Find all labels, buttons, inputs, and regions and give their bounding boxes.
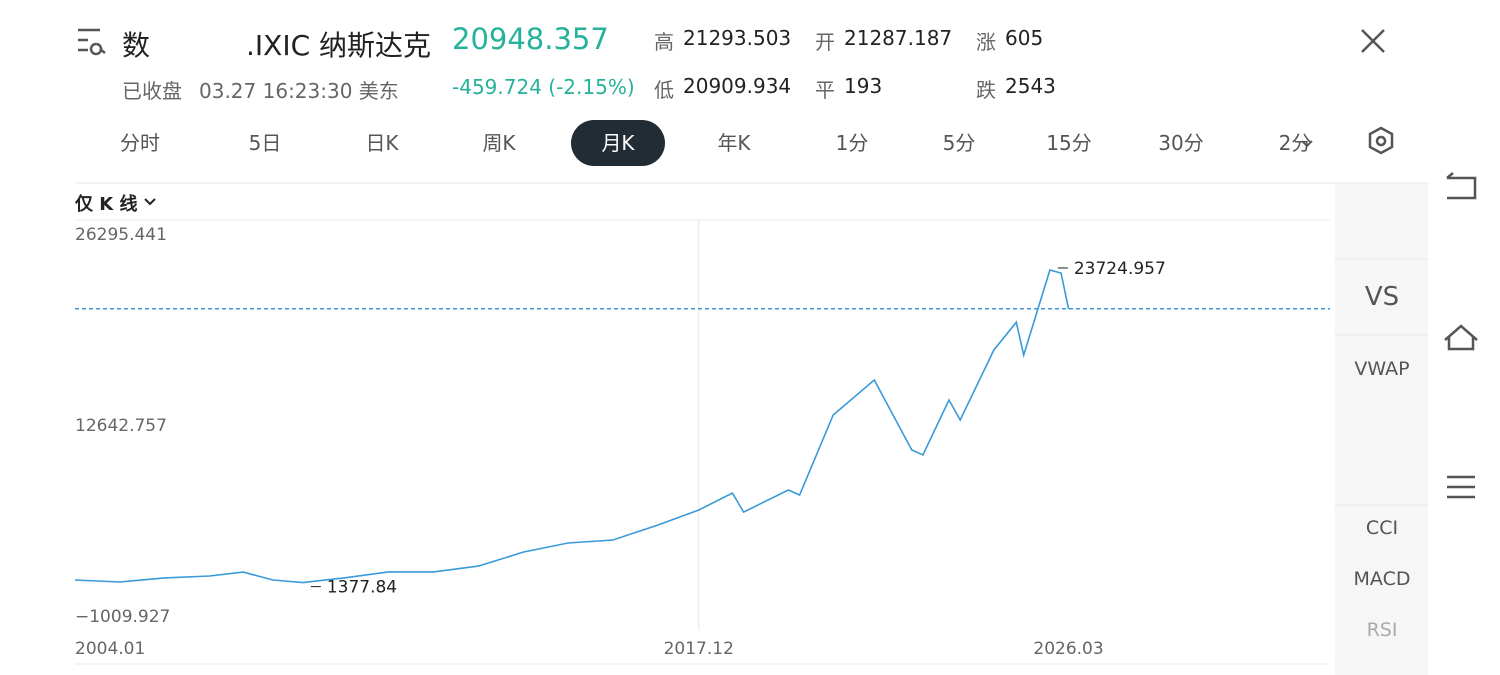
stat-label: 低 xyxy=(654,78,674,102)
tab[interactable]: 周K xyxy=(482,131,516,155)
home-icon[interactable] xyxy=(1444,324,1478,351)
tab[interactable]: 1分 xyxy=(835,131,869,155)
stat-value: 2543 xyxy=(1005,74,1056,98)
time: 03.27 16:23:30 美东 xyxy=(199,79,399,103)
symbol: .IXIC 纳斯达克 xyxy=(246,29,430,62)
x-tick-label: 2026.03 xyxy=(1033,639,1103,659)
y-tick-label: 12642.757 xyxy=(75,416,167,436)
tab[interactable]: 分时 xyxy=(120,131,160,155)
tab[interactable]: 2分 xyxy=(1278,131,1312,155)
back-icon[interactable] xyxy=(1446,172,1477,200)
stat-value: 605 xyxy=(1005,26,1044,50)
tab[interactable]: 30分 xyxy=(1158,131,1204,155)
tab[interactable]: 年K xyxy=(717,131,751,155)
chart-mode[interactable]: 仅 K 线 xyxy=(75,194,138,215)
price-line xyxy=(74,269,1070,584)
side-tool[interactable]: VWAP xyxy=(1354,358,1410,380)
stat-label: 平 xyxy=(815,78,835,102)
tab[interactable]: 月K xyxy=(571,120,665,166)
stat-value: 21287.187 xyxy=(844,26,953,50)
tab[interactable]: 5分 xyxy=(942,131,976,155)
x-tick-label: 2004.01 xyxy=(75,639,145,659)
menu-icon[interactable] xyxy=(78,28,106,56)
stat-label: 开 xyxy=(815,30,835,54)
close-icon[interactable] xyxy=(1361,29,1385,53)
stat-label: 高 xyxy=(654,30,674,54)
tab[interactable]: 5日 xyxy=(248,131,282,155)
mode-caret[interactable] xyxy=(144,198,156,206)
tab[interactable]: 15分 xyxy=(1046,131,1092,155)
stat-label: 涨 xyxy=(976,30,996,54)
side-tool[interactable]: CCI xyxy=(1365,517,1399,539)
settings-icon[interactable] xyxy=(1368,126,1394,155)
change: -459.724 (-2.15%) xyxy=(452,75,635,99)
list-icon[interactable] xyxy=(1447,475,1475,499)
side-tool[interactable]: MACD xyxy=(1353,568,1411,590)
stat-value: 20909.934 xyxy=(683,74,792,98)
tab[interactable]: 日K xyxy=(365,131,399,155)
side-tool[interactable]: VS xyxy=(1364,282,1400,312)
stat-value: 193 xyxy=(844,74,883,98)
side-panel xyxy=(1335,183,1428,675)
symbol-prefix: 数 xyxy=(122,29,151,62)
stat-label: 跌 xyxy=(976,78,996,102)
x-tick-label: 2017.12 xyxy=(664,639,734,659)
y-tick-label: −1009.927 xyxy=(75,607,170,627)
extreme-label: 23724.957 xyxy=(1074,259,1166,279)
status: 已收盘 xyxy=(122,79,182,103)
extreme-label: 1377.84 xyxy=(327,578,397,598)
stat-value: 21293.503 xyxy=(683,26,792,50)
y-tick-label: 26295.441 xyxy=(75,225,167,245)
side-tool[interactable]: RSI xyxy=(1366,619,1398,641)
price: 20948.357 xyxy=(452,22,609,56)
tab-caret[interactable] xyxy=(1301,140,1313,148)
dividers xyxy=(75,182,1428,665)
